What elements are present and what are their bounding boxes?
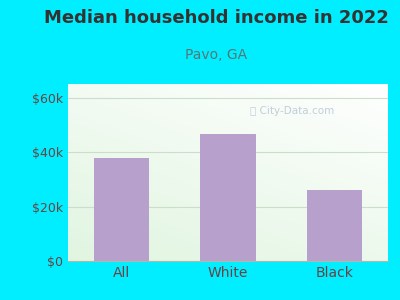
Text: Pavo, GA: Pavo, GA bbox=[185, 48, 247, 62]
Bar bbox=[200, 134, 256, 261]
Text: Median household income in 2022: Median household income in 2022 bbox=[44, 9, 388, 27]
Bar bbox=[307, 190, 362, 261]
Text: ⓘ City-Data.com: ⓘ City-Data.com bbox=[250, 106, 334, 116]
Bar bbox=[94, 158, 149, 261]
